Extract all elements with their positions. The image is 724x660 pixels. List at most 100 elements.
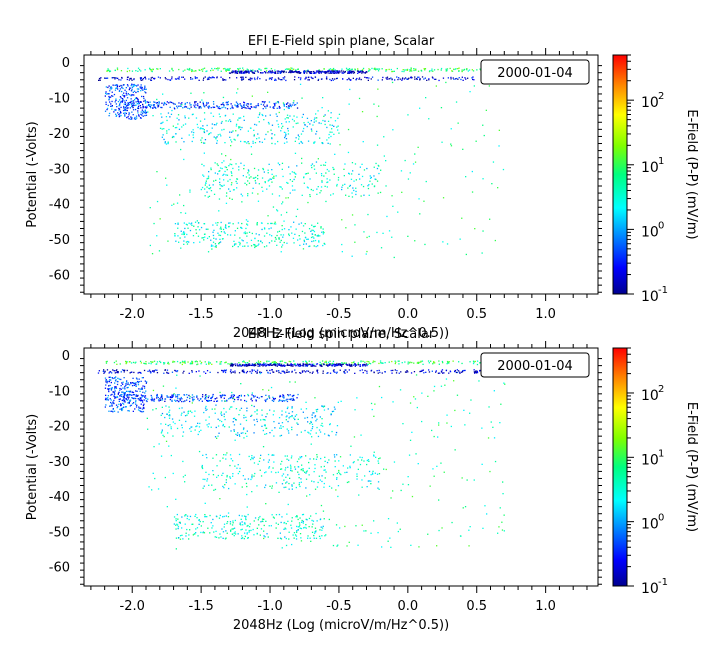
data-point bbox=[247, 362, 248, 363]
data-point bbox=[238, 414, 239, 415]
data-point bbox=[391, 69, 392, 70]
data-point bbox=[372, 183, 373, 184]
data-point bbox=[300, 533, 301, 534]
data-point bbox=[274, 241, 275, 242]
data-point bbox=[132, 94, 133, 95]
data-point bbox=[197, 103, 198, 104]
data-point bbox=[110, 385, 111, 386]
data-point bbox=[226, 69, 227, 70]
data-point bbox=[249, 232, 250, 233]
data-point bbox=[176, 548, 177, 549]
data-point bbox=[271, 179, 272, 180]
data-point bbox=[363, 460, 364, 461]
data-point bbox=[114, 370, 115, 371]
data-point bbox=[430, 486, 431, 487]
data-point bbox=[503, 169, 504, 170]
data-point bbox=[207, 229, 208, 230]
data-point bbox=[474, 228, 475, 229]
data-point bbox=[334, 72, 335, 73]
data-point bbox=[308, 371, 309, 372]
data-point bbox=[257, 528, 258, 529]
data-point bbox=[226, 515, 227, 516]
data-point bbox=[266, 245, 267, 246]
data-point bbox=[462, 371, 463, 372]
data-point bbox=[333, 369, 334, 370]
data-point bbox=[249, 371, 250, 372]
data-point bbox=[257, 78, 258, 79]
data-point bbox=[311, 436, 312, 437]
data-point bbox=[282, 475, 283, 476]
data-point bbox=[133, 362, 134, 363]
data-point bbox=[294, 173, 295, 174]
colorbar-label: E-Field (P-P) (mV/m) bbox=[684, 109, 699, 239]
data-point bbox=[311, 71, 312, 72]
data-point bbox=[146, 401, 147, 402]
data-point bbox=[242, 68, 243, 69]
data-point bbox=[319, 429, 320, 430]
data-point bbox=[262, 142, 263, 143]
data-point bbox=[240, 129, 241, 130]
data-point bbox=[154, 478, 155, 479]
data-point bbox=[306, 72, 307, 73]
data-point bbox=[232, 107, 233, 108]
data-point bbox=[230, 369, 231, 370]
data-point bbox=[209, 532, 210, 533]
data-point bbox=[168, 363, 169, 364]
data-point bbox=[295, 104, 296, 105]
data-point bbox=[282, 371, 283, 372]
data-point bbox=[348, 129, 349, 130]
data-point bbox=[338, 72, 339, 73]
data-point bbox=[296, 536, 297, 537]
data-point bbox=[192, 362, 193, 363]
data-point bbox=[259, 234, 260, 235]
data-point bbox=[474, 369, 475, 370]
data-point bbox=[145, 77, 146, 78]
data-point bbox=[354, 242, 355, 243]
data-point bbox=[219, 420, 220, 421]
data-point bbox=[105, 381, 106, 382]
data-point bbox=[210, 132, 211, 133]
data-point bbox=[115, 380, 116, 381]
data-point bbox=[444, 472, 445, 473]
data-point bbox=[169, 424, 170, 425]
data-point bbox=[413, 70, 414, 71]
data-point bbox=[476, 370, 477, 371]
data-point bbox=[377, 145, 378, 146]
data-point bbox=[179, 194, 180, 195]
data-point bbox=[257, 222, 258, 223]
y-tick-label: -20 bbox=[49, 127, 70, 142]
data-point bbox=[249, 531, 250, 532]
data-point bbox=[293, 100, 294, 101]
data-point bbox=[344, 472, 345, 473]
data-point bbox=[246, 401, 247, 402]
data-point bbox=[281, 246, 282, 247]
data-point bbox=[176, 520, 177, 521]
data-point bbox=[252, 96, 253, 97]
data-point bbox=[330, 71, 331, 72]
data-point bbox=[240, 243, 241, 244]
data-point bbox=[318, 235, 319, 236]
data-point bbox=[451, 145, 452, 146]
data-point bbox=[278, 126, 279, 127]
data-point bbox=[352, 214, 353, 215]
data-point bbox=[275, 73, 276, 74]
data-point bbox=[451, 70, 452, 71]
data-point bbox=[199, 423, 200, 424]
data-point bbox=[106, 109, 107, 110]
data-point bbox=[131, 112, 132, 113]
data-point bbox=[253, 365, 254, 366]
data-point bbox=[420, 361, 421, 362]
data-point bbox=[193, 132, 194, 133]
data-point bbox=[316, 72, 317, 73]
data-point bbox=[150, 361, 151, 362]
data-point bbox=[349, 68, 350, 69]
data-point bbox=[275, 237, 276, 238]
data-point bbox=[183, 234, 184, 235]
data-point bbox=[379, 372, 380, 373]
data-point bbox=[241, 408, 242, 409]
data-point bbox=[201, 189, 202, 190]
data-point bbox=[502, 493, 503, 494]
data-point bbox=[204, 486, 205, 487]
data-point bbox=[289, 115, 290, 116]
data-point bbox=[170, 107, 171, 108]
